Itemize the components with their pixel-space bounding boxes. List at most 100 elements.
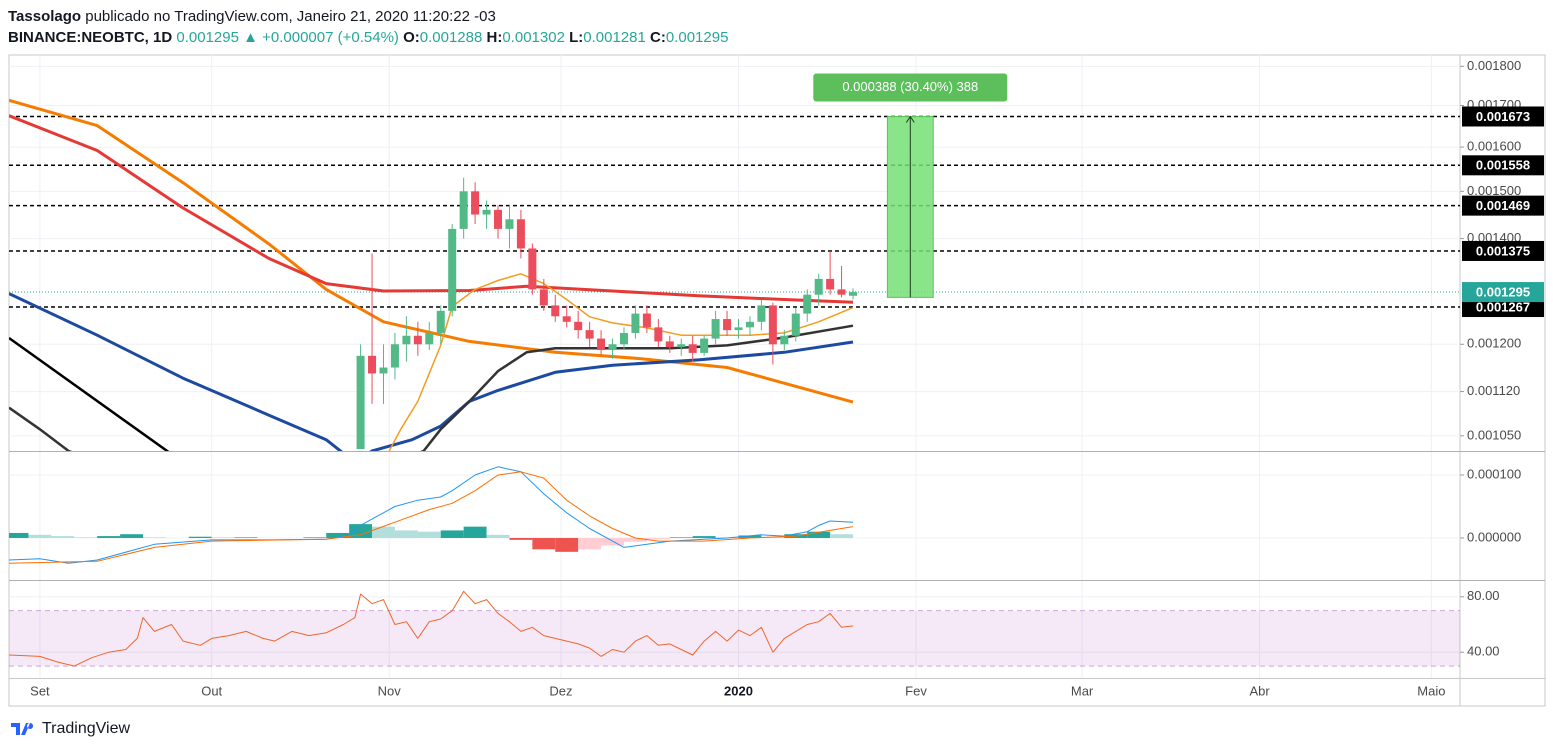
y-tick-label: 0.000100 [1467, 466, 1521, 481]
band [9, 610, 1460, 667]
candle-body [494, 209, 503, 229]
series-line [9, 324, 854, 451]
histogram-bar [394, 530, 418, 538]
histogram-bar [188, 536, 212, 538]
price: 0.001295 [176, 29, 239, 46]
candle-body [700, 338, 709, 353]
histogram-bar [326, 532, 350, 538]
change: +0.000007 (+0.54%) [262, 29, 399, 46]
x-tick-label: Dez [549, 683, 572, 698]
y-tick-label: 0.001600 [1467, 139, 1521, 154]
level-label: 0.001375 [1476, 243, 1530, 258]
candle-body [723, 319, 732, 331]
measure-label: 0.000388 (30.40%) 388 [842, 79, 978, 94]
histogram-bar [97, 536, 121, 538]
arrow: ▲ [243, 29, 258, 46]
measure-arrowhead [905, 115, 915, 123]
y-tick-label: 40.00 [1467, 644, 1500, 659]
pane [9, 98, 1460, 451]
candle-body [390, 344, 399, 368]
ohlc-value: 0.001281 [583, 29, 646, 46]
last-price-box [1462, 282, 1544, 303]
y-tick-label: 0.001500 [1467, 183, 1521, 198]
chart-border [8, 54, 1546, 707]
histogram-bar [692, 536, 716, 538]
candle-body [631, 313, 640, 333]
histogram-bar [142, 537, 166, 538]
candle-body [791, 313, 800, 336]
x-tick-label: Maio [1417, 683, 1445, 698]
level-label-box [1462, 240, 1544, 261]
candle-body [734, 327, 743, 331]
histogram-bar [440, 530, 464, 538]
candle-body [849, 292, 858, 296]
histogram-bar [417, 531, 441, 538]
histogram-bar [807, 531, 831, 538]
y-tick-label: 80.00 [1467, 588, 1500, 603]
level-label: 0.001267 [1476, 299, 1530, 314]
header: Tassolago publicado no TradingView.com, … [8, 6, 728, 48]
histogram-bar [601, 537, 624, 546]
histogram-bar [830, 534, 854, 538]
candle-body [448, 228, 457, 311]
x-tick-label: Abr [1249, 683, 1270, 698]
candle-body [608, 344, 617, 351]
candle-body [814, 278, 823, 295]
brand: TradingView [42, 720, 131, 737]
level-label-box [1462, 195, 1544, 216]
histogram-bar [578, 537, 602, 550]
last-price-label: 0.001295 [1476, 284, 1530, 299]
author: Tassolago [8, 8, 82, 25]
histogram-bar [372, 526, 395, 538]
y-tick-label: 0.001050 [1467, 427, 1521, 442]
candle-body [803, 294, 812, 314]
candle-body [574, 321, 583, 331]
x-tick-label: Set [30, 683, 50, 698]
candle-body [768, 305, 777, 345]
x-tick-label: 2020 [724, 683, 753, 698]
candle-body [826, 278, 835, 290]
histogram-bar [623, 537, 647, 542]
level-label-box [1462, 155, 1544, 176]
candle-body [837, 289, 846, 295]
histogram-bar [74, 537, 98, 538]
histogram-bar [738, 535, 762, 538]
candle-body [459, 191, 468, 229]
level-label: 0.001673 [1476, 109, 1530, 124]
candle-body [368, 355, 377, 374]
histogram-bar [120, 534, 143, 538]
y-tick-label: 0.000000 [1467, 529, 1521, 544]
histogram-bar [303, 537, 327, 538]
ohlc-key: H: [486, 29, 503, 46]
candle-body [539, 289, 548, 306]
level-label-box [1462, 106, 1544, 127]
candle-body [402, 335, 411, 345]
series-line [9, 471, 854, 564]
candle-body [505, 219, 514, 229]
candle-body [597, 338, 606, 351]
candle-body [425, 332, 434, 345]
author-line: Tassolago publicado no TradingView.com, … [8, 6, 728, 27]
candle-body [585, 330, 594, 339]
histogram-bar [349, 524, 373, 538]
candle-body [379, 367, 388, 374]
candle-body [436, 310, 445, 333]
candle-body [619, 332, 628, 345]
candle-body [780, 335, 789, 345]
symbol-line: BINANCE:NEOBTC, 1D 0.001295 ▲ +0.000007 … [8, 27, 728, 48]
histogram-bar [463, 526, 487, 538]
level-label: 0.001558 [1476, 158, 1530, 173]
published: publicado no TradingView.com, Janeiro 21… [85, 8, 496, 25]
ohlc-value: 0.001288 [419, 29, 483, 46]
symbol: BINANCE:NEOBTC, 1D [8, 29, 173, 46]
y-tick-label: 0.001800 [1467, 58, 1521, 73]
histogram-bar [234, 537, 258, 538]
y-tick-label: 0.001120 [1467, 383, 1520, 398]
pane [9, 466, 854, 564]
series-line [9, 466, 854, 564]
series-line [9, 114, 854, 304]
candle-body [745, 321, 754, 328]
candle-body [551, 305, 560, 317]
